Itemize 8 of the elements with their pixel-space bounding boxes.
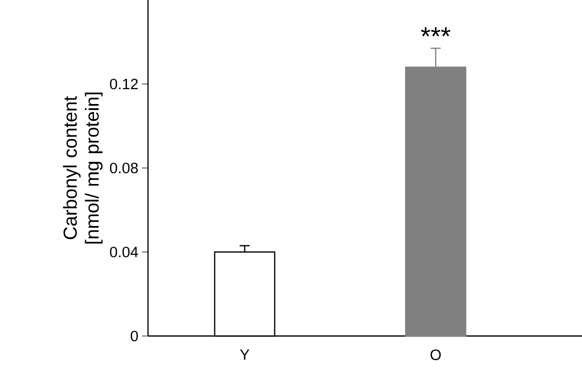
y-tick-label: 0.08 [110, 162, 138, 174]
y-tick-label: 0.12 [110, 78, 138, 90]
y-tick-label: 0 [130, 330, 138, 342]
x-tick-label: Y [240, 350, 250, 360]
y-tick-label: 0.04 [110, 246, 138, 258]
y-axis-title: Carbonyl content [nmol/ mg protein] [62, 92, 103, 244]
x-tick-label: O [430, 350, 441, 360]
annotation: *** [420, 27, 450, 36]
